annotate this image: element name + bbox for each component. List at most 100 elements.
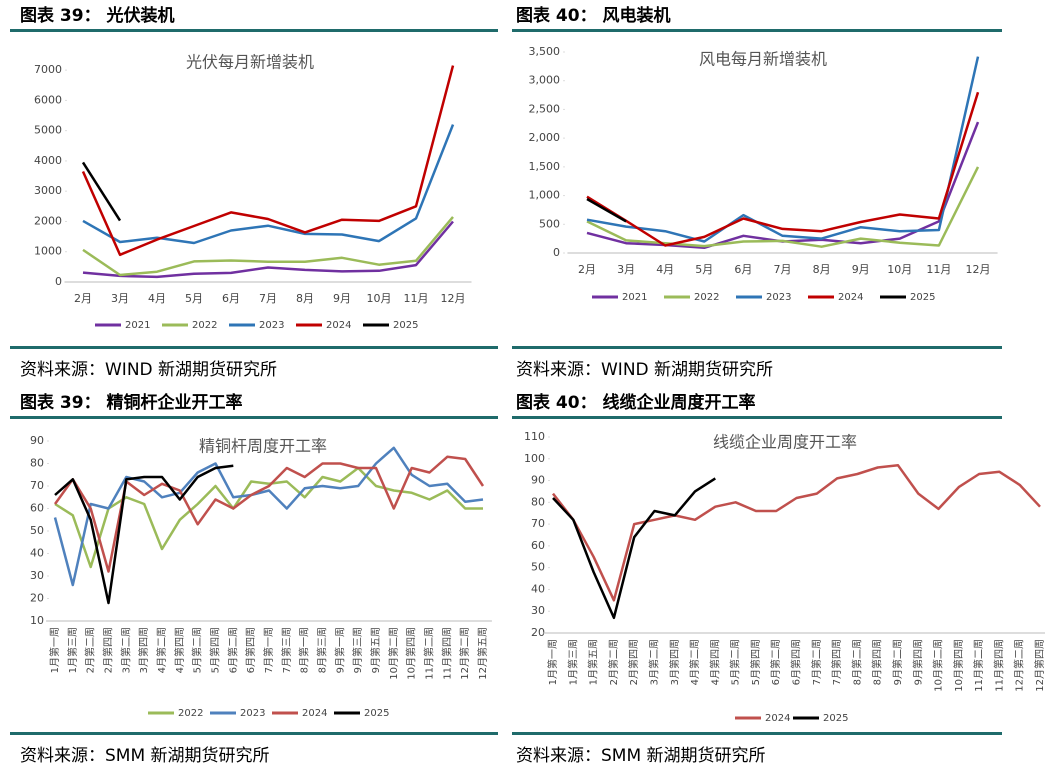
y-tick-label: 6000 — [34, 93, 62, 106]
source: 资料来源：WIND 新湖期货研究所 — [516, 360, 773, 380]
source: 资料来源：SMM 新湖期货研究所 — [20, 746, 270, 766]
legend-label: 2022 — [192, 320, 217, 331]
x-tick-label: 10月第四周 — [405, 627, 418, 680]
series-line — [81, 65, 455, 257]
y-tick-label: 50 — [531, 561, 545, 574]
series-line — [82, 216, 454, 277]
x-tick-label: 2月第二周 — [84, 627, 97, 673]
x-tick-label: 11月第四周 — [992, 639, 1005, 692]
series-line — [586, 56, 980, 243]
y-tick-label: 0 — [55, 275, 62, 288]
heading: 图表 40： 线缆企业周度开工率 — [516, 392, 756, 413]
x-tick-label: 3月 — [617, 263, 635, 276]
legend-label: 2025 — [910, 292, 935, 303]
y-tick-label: 3000 — [34, 184, 62, 197]
y-tick-label: 10 — [30, 614, 44, 627]
x-tick-label: 9月第一周 — [333, 627, 346, 673]
y-tick-label: 40 — [531, 582, 545, 595]
y-tick-label: 100 — [524, 452, 545, 465]
y-tick-label: 5000 — [34, 124, 62, 137]
x-tick-label: 6月第四周 — [790, 639, 803, 685]
x-tick-label: 11月第四周 — [440, 627, 453, 680]
x-tick-label: 2月第二周 — [607, 639, 620, 685]
series-line — [82, 124, 455, 245]
y-tick-label: 70 — [531, 517, 545, 530]
y-tick-label: 90 — [30, 434, 44, 447]
chart-title: 精铜杆周度开工率 — [199, 437, 327, 456]
y-tick-label: 7000 — [34, 63, 62, 76]
x-tick-label: 10月第四周 — [952, 639, 965, 692]
legend-label: 2022 — [694, 292, 719, 303]
x-tick-label: 3月第四周 — [137, 627, 150, 673]
x-tick-label: 6月第四周 — [244, 627, 257, 673]
chart-title: 光伏每月新增装机 — [186, 53, 314, 72]
series-line — [54, 466, 483, 569]
x-tick-label: 9月 — [852, 263, 870, 276]
y-tick-label: 70 — [30, 479, 44, 492]
heading: 图表 39： 精铜杆企业开工率 — [20, 392, 243, 413]
x-tick-label: 8月 — [813, 263, 831, 276]
y-tick-label: 20 — [30, 592, 44, 605]
y-tick-label: 1,000 — [529, 189, 561, 202]
heading-rule — [512, 29, 1002, 32]
x-tick-label: 1月第三周 — [66, 627, 79, 673]
x-tick-label: 2月 — [578, 263, 596, 276]
x-tick-label: 10月 — [887, 263, 912, 276]
x-tick-label: 12月第二周 — [1013, 639, 1026, 692]
series-line — [586, 91, 980, 247]
x-tick-label: 4月第四周 — [708, 639, 721, 685]
x-tick-label: 7月第四周 — [830, 639, 843, 685]
x-tick-label: 11月第二周 — [972, 639, 985, 692]
legend-label: 2023 — [766, 292, 791, 303]
legend-label: 2024 — [302, 708, 327, 719]
heading-rule — [10, 416, 498, 419]
x-tick-label: 8月第二周 — [850, 639, 863, 685]
y-tick-label: 4000 — [34, 154, 62, 167]
x-tick-label: 1月第五周 — [587, 639, 600, 685]
y-tick-label: 500 — [539, 217, 560, 230]
x-tick-label: 4月第二周 — [688, 639, 701, 685]
x-tick-label: 9月第二周 — [891, 639, 904, 685]
legend-label: 2024 — [838, 292, 863, 303]
y-tick-label: 20 — [531, 626, 545, 639]
y-tick-label: 2000 — [34, 214, 62, 227]
series-line — [82, 220, 454, 279]
y-tick-label: 50 — [30, 524, 44, 537]
x-tick-label: 5月第二周 — [729, 639, 742, 685]
y-tick-label: 3,000 — [529, 74, 561, 87]
series-line — [586, 197, 627, 223]
chart-title: 风电每月新增装机 — [699, 50, 827, 69]
x-tick-label: 7月第三周 — [280, 627, 293, 673]
y-tick-label: 1000 — [34, 245, 62, 258]
y-tick-label: 60 — [531, 539, 545, 552]
y-tick-label: 2,500 — [529, 102, 561, 115]
x-tick-label: 9月第五周 — [369, 627, 382, 673]
x-tick-label: 8月 — [296, 292, 314, 305]
x-tick-label: 5月 — [185, 292, 203, 305]
x-tick-label: 5月第二周 — [191, 627, 204, 673]
series-line — [53, 446, 484, 587]
source-rule — [10, 732, 498, 735]
y-tick-label: 40 — [30, 547, 44, 560]
legend-label: 2023 — [240, 708, 265, 719]
series-line — [53, 455, 485, 573]
y-tick-label: 1,500 — [529, 160, 561, 173]
legend-label: 2025 — [364, 708, 389, 719]
x-tick-label: 10月第二周 — [387, 627, 400, 680]
x-tick-label: 6月 — [222, 292, 240, 305]
legend-label: 2024 — [765, 713, 790, 724]
x-tick-label: 4月 — [656, 263, 674, 276]
series-line — [54, 464, 234, 605]
y-tick-label: 80 — [531, 495, 545, 508]
x-tick-label: 9月第三周 — [351, 627, 364, 673]
x-tick-label: 12月第五周 — [476, 627, 489, 680]
x-tick-label: 5月第四周 — [749, 639, 762, 685]
x-tick-label: 6月第二周 — [769, 639, 782, 685]
legend-label: 2021 — [622, 292, 647, 303]
y-tick-label: 110 — [524, 430, 545, 443]
y-tick-label: 30 — [531, 604, 545, 617]
x-tick-label: 3月第二周 — [647, 639, 660, 685]
x-tick-label: 3月 — [111, 292, 129, 305]
source: 资料来源：SMM 新湖期货研究所 — [516, 746, 766, 766]
series-line — [552, 464, 1041, 602]
